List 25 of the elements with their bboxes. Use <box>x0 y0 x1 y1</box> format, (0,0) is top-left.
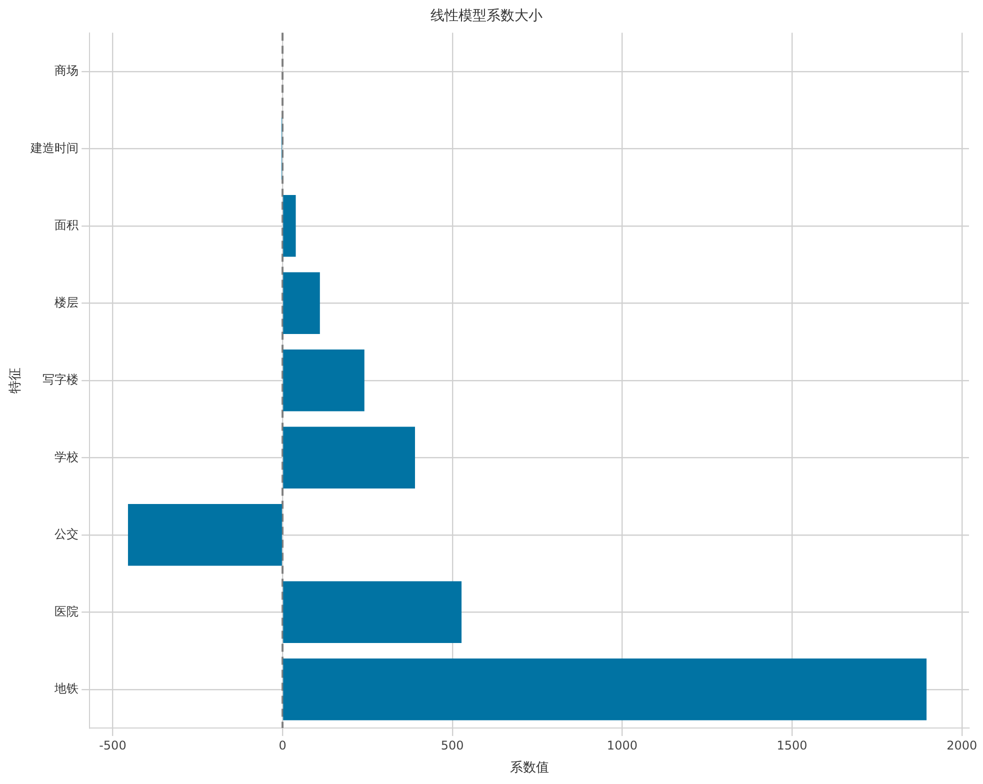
x-tick-label: 1500 <box>776 738 808 752</box>
x-tick-label: -500 <box>99 738 126 752</box>
bar <box>283 272 320 334</box>
x-tick-label: 1000 <box>606 738 638 752</box>
x-axis-title: 系数值 <box>510 760 549 776</box>
y-tick-label: 学校 <box>54 450 79 464</box>
y-tick-label: 面积 <box>54 218 79 232</box>
x-tick-label: 2000 <box>946 738 978 752</box>
y-axis-title: 特征 <box>8 367 24 394</box>
y-tick-label: 楼层 <box>54 295 79 310</box>
bar <box>283 658 927 720</box>
y-tick-label: 写字楼 <box>42 372 79 387</box>
y-tick-label: 医院 <box>54 604 79 618</box>
bar <box>283 195 296 257</box>
bar <box>283 426 415 489</box>
y-tick-label: 公交 <box>54 527 79 542</box>
x-tick-label: 0 <box>278 738 286 752</box>
x-tick-label: 500 <box>440 738 464 752</box>
y-tick-label: 商场 <box>54 64 79 78</box>
bar <box>283 350 364 412</box>
bar <box>128 504 282 566</box>
y-tick-label: 地铁 <box>54 682 79 696</box>
y-tick-label: 建造时间 <box>30 140 79 155</box>
chart-title: 线性模型系数大小 <box>430 8 542 24</box>
bar <box>283 581 462 644</box>
